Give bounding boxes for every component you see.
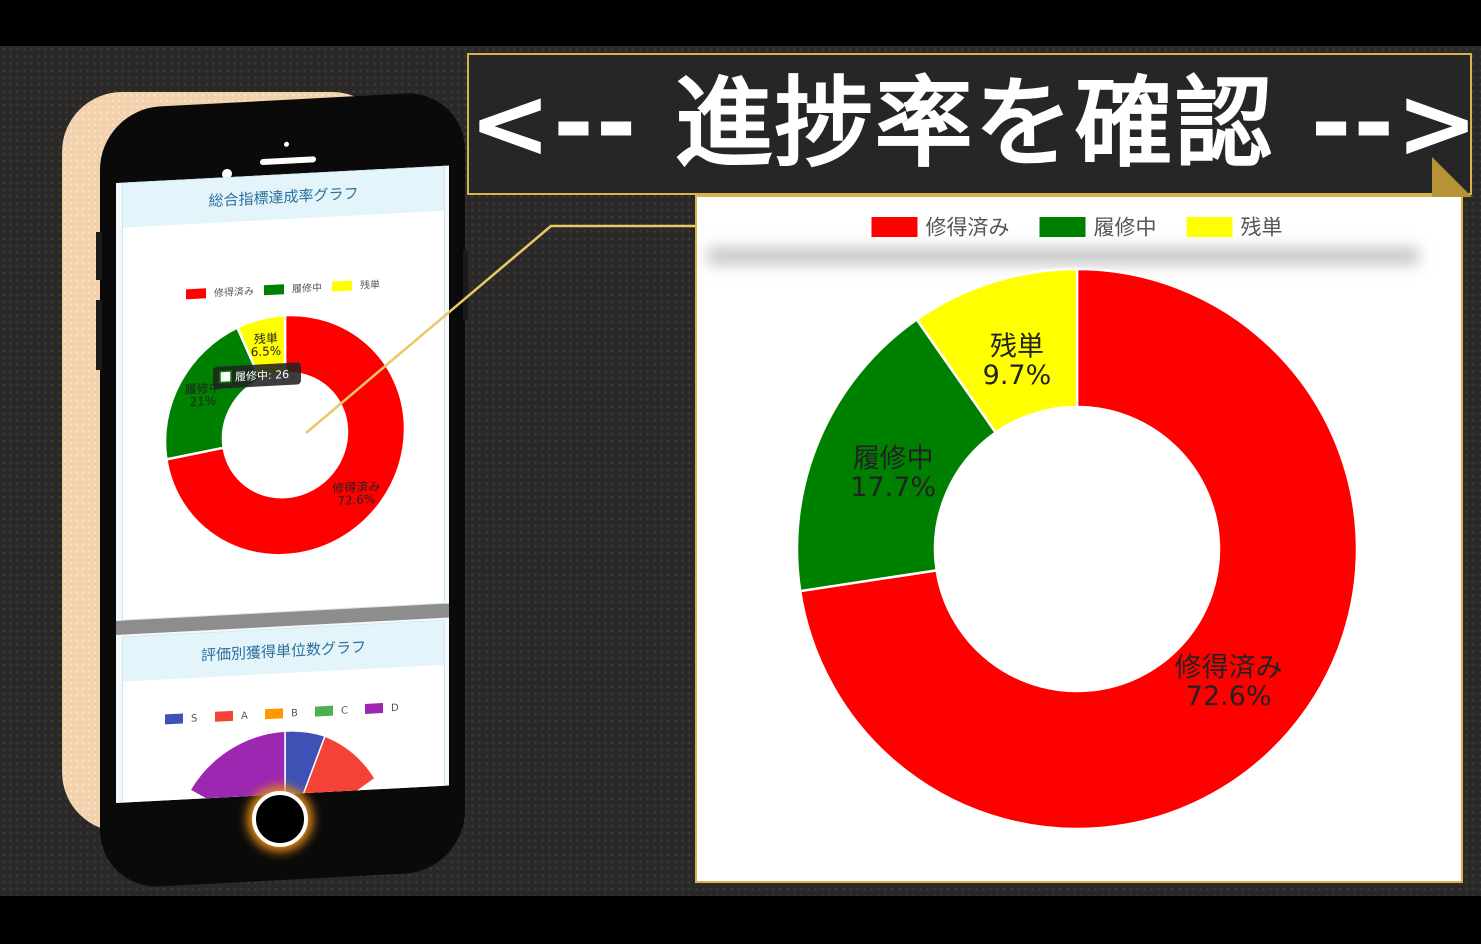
- legend-label: 履修中: [1094, 216, 1157, 240]
- legend-shadow: [707, 247, 1419, 265]
- slice-label-name: 履修中: [853, 443, 934, 474]
- legend-swatch: [332, 280, 352, 292]
- legend-label: D: [391, 703, 399, 714]
- slice-label-value: 21%: [189, 394, 216, 409]
- donut-slice: [798, 267, 1359, 831]
- phone-screen: 総合指標達成率グラフ 修得済み 履修中 残単 修得済み 72.6% 履修中 21% 残単 6.5…: [116, 165, 449, 803]
- donut-slice: [914, 267, 1079, 435]
- slice-label-name: 残単: [254, 331, 278, 346]
- pie-slice: [283, 735, 377, 803]
- phone-sensor: [284, 141, 289, 147]
- tooltip-text: 履修中: 26: [235, 367, 289, 384]
- slice-label-name: 残単: [990, 332, 1044, 363]
- home-button[interactable]: [252, 791, 308, 847]
- banner-title: <-- 進捗率を確認 -->: [467, 53, 1478, 195]
- slice-label-value: 6.5%: [251, 344, 281, 360]
- slice-label-name: 履修中: [185, 380, 221, 397]
- legend-label: B: [291, 708, 298, 719]
- legend-label: 履修中: [292, 281, 322, 296]
- phone-speaker: [260, 156, 316, 166]
- donut-slice: [795, 317, 998, 593]
- legend-swatch: [1039, 217, 1086, 237]
- slice-label-value: 72.6%: [1186, 681, 1272, 712]
- legend-swatch: [165, 713, 183, 725]
- legend-swatch: [315, 705, 333, 717]
- legend-label: 残単: [1241, 216, 1283, 240]
- slice-label-name: 修得済み: [332, 478, 380, 496]
- legend-label: 残単: [360, 278, 380, 292]
- zoomed-chart-panel: 修得済み 履修中 残単 修得済み 72.6% 履修中 17.7% 残単 9.7%: [695, 195, 1463, 883]
- legend-label: C: [341, 705, 348, 716]
- banner-fold: [1432, 157, 1472, 197]
- tooltip-box: [213, 362, 301, 389]
- phone-side-button: [463, 250, 468, 320]
- phone-side-button: [96, 232, 102, 280]
- tooltip-swatch: [219, 370, 232, 384]
- phone-side-button: [96, 300, 102, 370]
- legend-swatch: [215, 710, 233, 722]
- slice-label-value: 17.7%: [850, 472, 936, 503]
- pie-slice: [188, 730, 286, 803]
- donut-slice: [163, 325, 263, 461]
- legend-swatch: [1186, 217, 1233, 237]
- legend-swatch: [186, 288, 206, 300]
- legend-swatch: [871, 217, 918, 237]
- legend-swatch: [365, 703, 383, 714]
- overall-achievement-card: 総合指標達成率グラフ 修得済み 履修中 残単 修得済み 72.6% 履修中 21% 残単 6.5…: [122, 165, 445, 621]
- legend-label: A: [241, 711, 248, 722]
- slice-label-value: 9.7%: [983, 360, 1052, 391]
- legend-swatch: [264, 284, 284, 296]
- legend-label: 修得済み: [214, 284, 254, 299]
- slice-label-name: 修得済み: [1175, 653, 1283, 684]
- legend-swatch: [265, 708, 283, 720]
- legend-label: S: [191, 713, 197, 724]
- legend-label: 修得済み: [926, 216, 1010, 240]
- slice-label-value: 72.6%: [337, 492, 375, 508]
